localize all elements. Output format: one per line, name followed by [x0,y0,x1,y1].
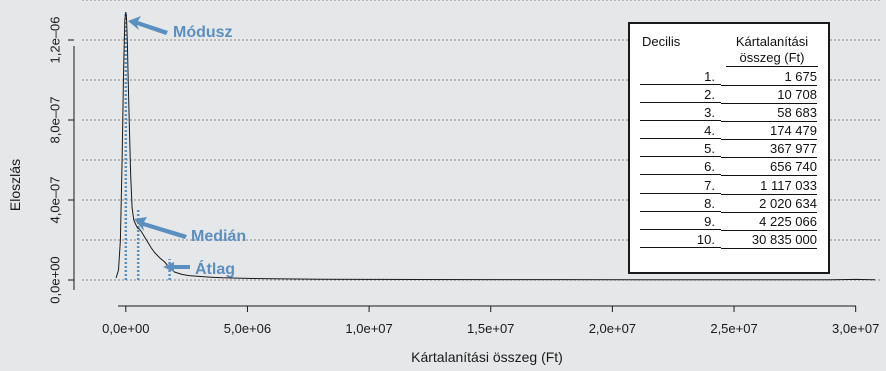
table-row: 10. 30 835 000 [630,231,828,249]
decile-cell: 8. [640,195,721,212]
table-row: 2. 10 708 [630,86,828,105]
table-row: 6. 656 740 [630,158,828,177]
decile-cell: 2. [640,86,721,104]
decile-cell: 7. [640,177,721,194]
amount-cell: 58 683 [721,104,817,123]
decile-table: Decilis Kártalanítási összeg (Ft) 1. 1 67… [628,22,830,274]
amount-cell: 4 225 066 [721,213,817,231]
amount-cell: 30 835 000 [721,231,817,249]
decile-cell: 1. [640,68,721,85]
x-axis-ticks: 0,0e+00 5,0e+06 1,0e+07 1,5e+07 2,0e+07 2,5e+… [102,306,879,336]
amount-cell: 367 977 [721,140,817,159]
y-axis-title: Eloszlás [7,159,23,211]
table-rows: 1. 1 675 2. 10 708 3. 58 683 4. 174 479 5. 36… [630,68,828,249]
header-amount-line1: Kártalanítási [735,34,809,49]
y-axis-ticks: 0,0e+00 4,0e–07 8,0e–07 1,2e–06 [47,17,74,304]
median-arrow-icon [134,217,187,239]
decile-cell: 6. [640,158,721,176]
median-label: Medián [191,228,246,245]
header-decile: Decilis [642,34,681,49]
decile-cell: 10. [640,231,721,248]
amount-cell: 2 020 634 [721,195,817,213]
table-row: 5. 367 977 [630,140,828,159]
table-row: 1. 1 675 [630,68,828,86]
amount-cell: 656 740 [721,158,817,177]
x-tick-label: 2,5e+07 [710,321,757,336]
amount-cell: 10 708 [721,86,817,105]
annotation-atlag: Átlag [163,259,235,278]
table-row: 3. 58 683 [630,104,828,123]
decile-cell: 4. [640,122,721,140]
annotation-median: Medián [134,217,246,245]
amount-cell: 174 479 [721,122,817,141]
density-curve [115,11,876,281]
decile-cell: 9. [640,213,721,230]
atlag-label: Átlag [195,259,235,278]
y-tick-label: 4,0e–07 [47,177,62,224]
y-tick-label: 1,2e–06 [47,17,62,64]
table-row: 9. 4 225 066 [630,213,828,231]
stat-markers [124,12,171,280]
x-tick-label: 0,0e+00 [102,321,149,336]
x-tick-label: 1,5e+07 [467,321,514,336]
x-axis-title: Kártalanítási összeg (Ft) [411,349,563,365]
modusz-label: Módusz [173,24,233,41]
amount-cell: 1 675 [721,68,817,86]
header-amount: Kártalanítási összeg (Ft) [726,34,818,67]
decile-cell: 3. [640,104,721,122]
x-tick-label: 2,0e+07 [589,321,636,336]
y-tick-label: 8,0e–07 [47,97,62,144]
table-row: 4. 174 479 [630,122,828,141]
table-row: 8. 2 020 634 [630,195,828,213]
table-row: 7. 1 117 033 [630,177,828,195]
table-header: Decilis Kártalanítási összeg (Ft) [630,24,828,68]
modusz-arrow-icon [128,16,168,35]
y-tick-label: 0,0e+00 [47,256,62,303]
x-tick-label: 3,0e+07 [832,321,879,336]
x-tick-label: 5,0e+06 [224,321,271,336]
annotation-modusz: Módusz [128,16,233,41]
decile-cell: 5. [640,140,721,158]
amount-cell: 1 117 033 [721,177,817,195]
header-amount-line2: összeg (Ft) [726,50,818,67]
atlag-arrow-icon [163,262,190,272]
x-tick-label: 1,0e+07 [345,321,392,336]
